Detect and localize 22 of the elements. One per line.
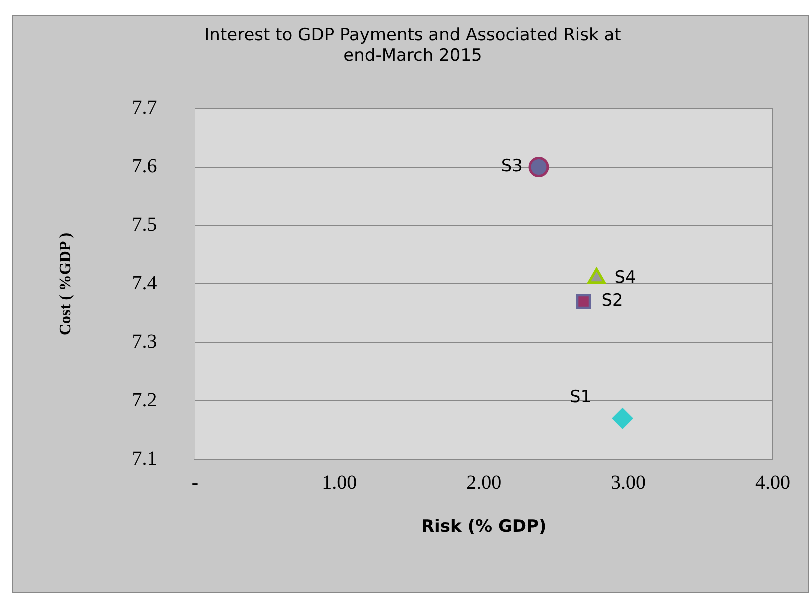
x-tick-label: - [192,472,199,494]
y-axis-title: Cost ( %GDP ) [58,232,75,336]
x-tick-label: 2.00 [466,472,502,494]
point [528,157,550,178]
y-tick-label: 7.4 [132,272,158,294]
y-tick-label: 7.5 [132,214,158,236]
x-tick-label: 3.00 [611,472,646,494]
x-axis-title: Risk (% GDP) [421,517,547,538]
y-tick-label: 7.6 [132,156,158,178]
series-label: S3 [501,156,523,177]
series-label: S2 [602,291,624,312]
y-tick-label: 7.1 [132,448,158,470]
series-label: S1 [570,388,592,408]
point [576,294,592,310]
point [612,408,634,429]
y-tick-label: 7.2 [132,389,158,412]
y-tick-label: 7.3 [132,330,158,353]
series-label: S4 [614,268,636,288]
chart-title: Interest to GDP Payments and Associated Risk at end-March 2015 [204,26,622,66]
y-tick-label: 7.7 [132,97,158,120]
x-tick-label: 4.00 [756,472,790,494]
x-tick-label: 1.00 [322,472,358,494]
